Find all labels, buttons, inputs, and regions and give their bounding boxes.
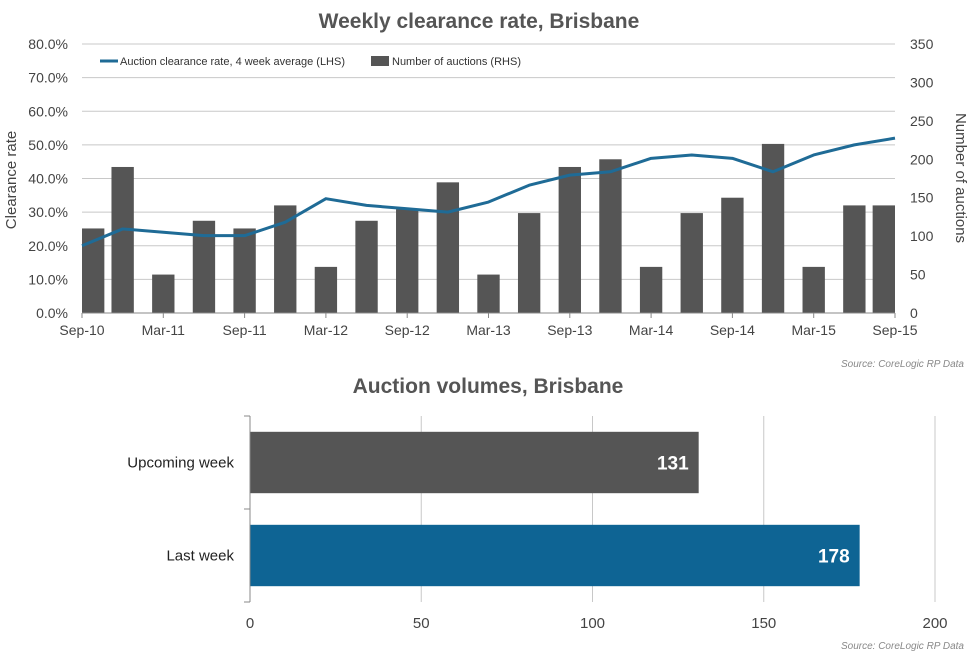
left-tick-label: 40.0%: [28, 171, 68, 187]
auction-count-bar: [355, 220, 378, 313]
bottom-x-tick-label: 50: [413, 615, 430, 632]
bottom-x-axis-ticks: 0 50 100 150 200: [246, 615, 948, 632]
x-tick-label: Sep-13: [547, 322, 592, 338]
x-axis-ticks: Sep-10 Mar-11 Sep-11 Mar-12 Sep-12 Mar-13 Sep-…: [59, 313, 918, 338]
x-tick-label: Mar-13: [466, 322, 511, 338]
x-tick-label: Mar-12: [304, 322, 349, 338]
left-tick-label: 50.0%: [28, 137, 68, 153]
auction-count-bar: [721, 197, 744, 313]
x-tick-label: Sep-11: [223, 322, 267, 338]
x-tick-label: Mar-14: [629, 322, 674, 338]
right-tick-label: 200: [910, 151, 934, 167]
right-tick-label: 250: [910, 113, 934, 129]
auction-count-bar: [872, 205, 895, 313]
auction-count-bar: [82, 228, 105, 313]
auction-count-bar: [843, 205, 866, 313]
auction-count-bar: [192, 220, 216, 313]
auction-count-bar: [111, 166, 134, 313]
bottom-x-tick-label: 0: [246, 615, 254, 632]
auction-volume-bars: 131 Upcoming week 178 Last week: [127, 431, 860, 587]
left-tick-label: 80.0%: [28, 36, 68, 52]
x-tick-label: Mar-11: [142, 322, 186, 338]
top-chart-gridlines: [82, 43, 895, 314]
auction-count-bar: [436, 182, 460, 313]
bar-value-label: 131: [657, 454, 689, 475]
bottom-x-tick-label: 150: [751, 615, 776, 632]
top-chart-source: Source: CoreLogic RP Data: [841, 359, 964, 370]
left-tick-label: 0.0%: [36, 305, 68, 321]
x-tick-label: Sep-14: [710, 322, 755, 338]
right-tick-label: 100: [910, 228, 934, 244]
right-tick-label: 0: [910, 305, 918, 321]
category-label: Last week: [166, 548, 234, 565]
auction-count-bar: [517, 213, 541, 313]
x-tick-label: Sep-10: [59, 322, 104, 338]
top-chart-title: Weekly clearance rate, Brisbane: [319, 10, 640, 33]
left-axis-label: Clearance rate: [3, 131, 20, 229]
right-tick-label: 50: [910, 267, 926, 283]
left-tick-label: 60.0%: [28, 103, 68, 119]
bottom-x-tick-label: 200: [922, 615, 947, 632]
x-tick-label: Sep-15: [872, 322, 917, 338]
auction-count-bar: [599, 159, 622, 313]
clearance-rate-series: [81, 136, 896, 248]
bottom-chart-title: Auction volumes, Brisbane: [353, 375, 624, 398]
auction-count-bar: [477, 274, 500, 313]
right-tick-label: 300: [910, 74, 934, 90]
right-tick-label: 350: [910, 36, 934, 52]
auction-count-bar: [680, 213, 703, 313]
auction-count-bar: [233, 228, 256, 313]
bottom-x-tick-label: 100: [580, 615, 605, 632]
left-tick-label: 20.0%: [28, 238, 68, 254]
auction-count-bar: [274, 205, 297, 313]
top-chart-legend: Auction clearance rate, 4 week average (…: [100, 56, 521, 68]
legend-line-label: Auction clearance rate, 4 week average (…: [120, 56, 345, 68]
left-tick-label: 10.0%: [28, 271, 68, 287]
bottom-chart-source: Source: CoreLogic RP Data: [841, 641, 964, 652]
legend-bar-label: Number of auctions (RHS): [392, 56, 521, 68]
clearance-rate-line: [81, 136, 896, 248]
auction-count-bars: [82, 143, 895, 313]
auction-count-bar: [639, 266, 663, 313]
x-tick-label: Mar-15: [792, 322, 837, 338]
auction-volume-bar: [250, 524, 860, 587]
bar-value-label: 178: [818, 547, 850, 568]
auction-count-bar: [558, 166, 581, 313]
left-axis-ticks: 0.0% 10.0% 20.0% 30.0% 40.0% 50.0% 60.0% 70.0% 8…: [28, 36, 68, 321]
x-tick-label: Sep-12: [385, 322, 430, 338]
auction-count-bar: [396, 209, 419, 313]
right-tick-label: 150: [910, 190, 934, 206]
auction-count-bar: [314, 266, 338, 313]
left-tick-label: 30.0%: [28, 204, 68, 220]
legend-bar-swatch: [371, 56, 389, 66]
category-label: Upcoming week: [127, 455, 234, 472]
right-axis-label: Number of auctions: [952, 113, 969, 243]
right-axis-ticks: 0 50 100 150 200 250 300 350: [910, 36, 934, 321]
auction-volume-bar: [250, 431, 699, 494]
auction-count-bar: [152, 274, 175, 313]
left-tick-label: 70.0%: [28, 70, 68, 86]
auction-count-bar: [761, 143, 785, 313]
auction-count-bar: [802, 266, 825, 313]
